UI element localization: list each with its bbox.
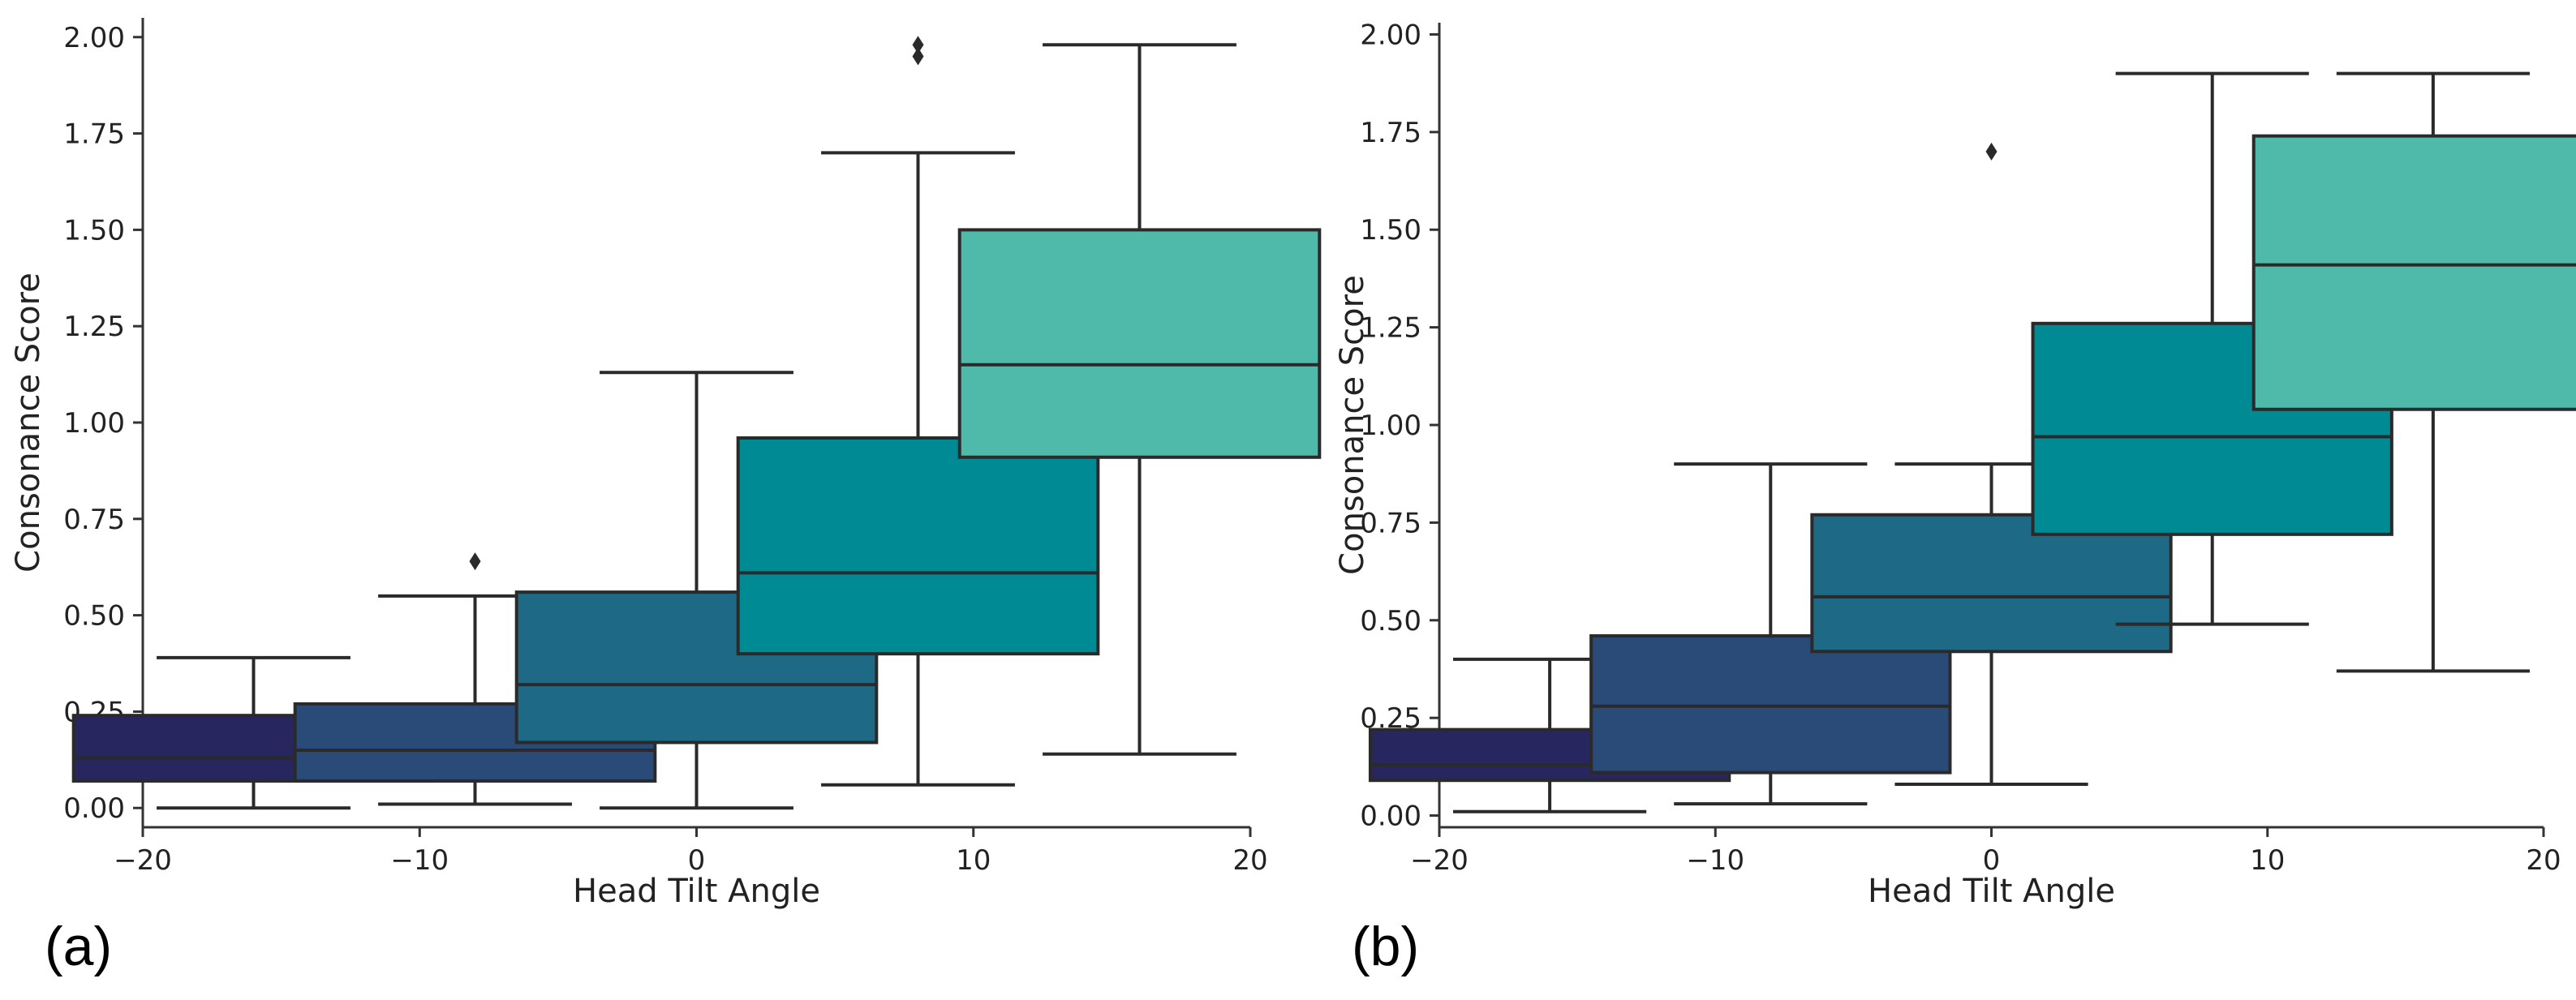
x-tick-label: 20	[1232, 844, 1267, 877]
panel-b-boxplot: 0.000.250.500.751.001.251.501.752.00−20−…	[1334, 19, 2576, 977]
x-tick-label: −20	[114, 844, 172, 877]
y-tick-label: 0.50	[63, 600, 125, 633]
y-tick-label: 1.25	[1360, 312, 1421, 345]
outlier-point	[1985, 142, 1998, 161]
x-tick-label: −10	[390, 844, 449, 877]
x-tick-label: −20	[1410, 844, 1469, 877]
box-iqr	[957, 228, 1322, 459]
y-tick-label: 1.50	[1360, 214, 1421, 247]
y-tick-label: 1.75	[1360, 117, 1421, 149]
y-tick-label: 0.00	[63, 792, 125, 825]
x-tick-label: 0	[1983, 844, 2001, 877]
panel-label: (a)	[45, 916, 112, 977]
box-b-1	[1589, 462, 1952, 806]
x-axis-label: Head Tilt Angle	[573, 873, 820, 910]
y-tick-label: 0.00	[1360, 800, 1421, 833]
panel-label: (b)	[1352, 916, 1419, 977]
y-tick-label: 1.00	[1360, 410, 1421, 442]
outlier-point	[912, 47, 924, 66]
y-tick-label: 1.00	[63, 407, 125, 440]
box-iqr	[736, 436, 1100, 656]
x-tick-label: 10	[2250, 844, 2285, 877]
panel-a-boxplot: 0.000.250.500.751.001.251.501.752.00−20−…	[10, 18, 1322, 977]
outlier-point	[912, 36, 924, 54]
y-tick-label: 1.25	[63, 311, 125, 343]
y-tick-label: 1.50	[63, 214, 125, 247]
box-a-4	[957, 43, 1322, 756]
x-tick-label: 10	[956, 844, 991, 877]
x-tick-label: −10	[1686, 844, 1744, 877]
box-iqr	[1810, 513, 2173, 654]
box-b-4	[2251, 71, 2576, 673]
y-tick-label: 2.00	[63, 22, 125, 54]
box-a-3	[736, 36, 1100, 787]
x-tick-label: 20	[2526, 844, 2561, 877]
x-tick-label: 0	[688, 844, 706, 877]
box-iqr	[1589, 634, 1952, 775]
y-tick-label: 0.75	[1360, 507, 1421, 539]
x-axis-label: Head Tilt Angle	[1868, 873, 2115, 910]
y-tick-label: 2.00	[1360, 19, 1421, 51]
y-tick-label: 1.75	[63, 118, 125, 151]
outlier-point	[469, 552, 481, 571]
y-axis-label: Consonance Score	[10, 273, 47, 573]
box-iqr	[2251, 134, 2576, 411]
y-tick-label: 0.75	[63, 504, 125, 536]
y-tick-label: 0.50	[1360, 605, 1421, 637]
y-axis-label: Consonance Score	[1334, 275, 1371, 575]
